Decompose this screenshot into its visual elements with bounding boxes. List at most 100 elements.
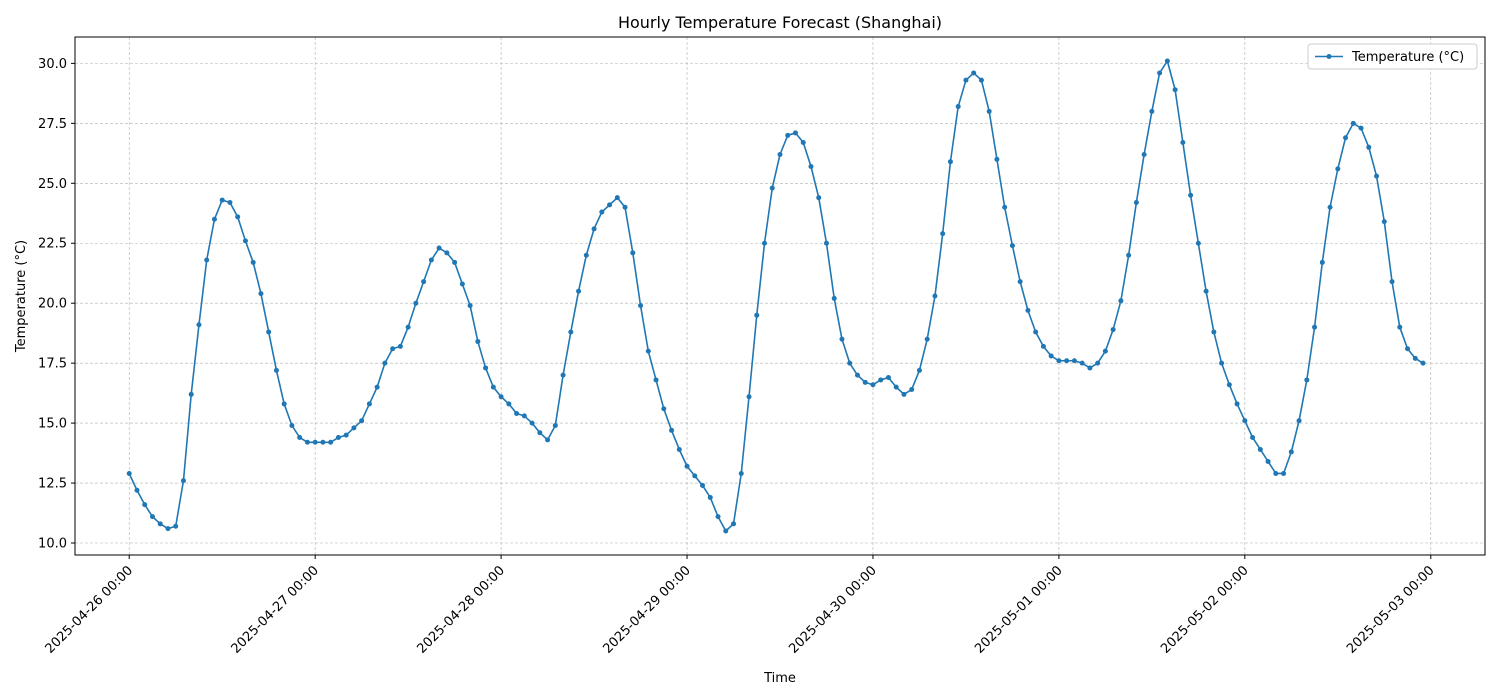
- y-tick-label: 27.5: [38, 117, 67, 132]
- data-point: [947, 159, 953, 165]
- data-point: [839, 336, 845, 342]
- data-point: [1056, 358, 1062, 364]
- data-point: [1250, 434, 1256, 440]
- data-point: [390, 346, 396, 352]
- data-point: [986, 108, 992, 114]
- data-point: [1281, 470, 1287, 476]
- data-point: [452, 259, 458, 265]
- data-point: [1405, 346, 1411, 352]
- data-point: [211, 216, 217, 222]
- data-point: [1327, 204, 1333, 210]
- data-point: [1133, 199, 1139, 205]
- data-point: [932, 293, 938, 299]
- data-point: [676, 446, 682, 452]
- data-point: [405, 324, 411, 330]
- data-point: [692, 473, 698, 479]
- data-point: [1397, 324, 1403, 330]
- data-point: [1312, 324, 1318, 330]
- data-point: [149, 514, 155, 520]
- data-point: [971, 70, 977, 76]
- data-point: [1234, 401, 1240, 407]
- data-point: [731, 521, 737, 527]
- data-point: [785, 132, 791, 138]
- data-point: [343, 432, 349, 438]
- data-point: [297, 434, 303, 440]
- series-layer: [126, 58, 1426, 534]
- data-point: [1319, 259, 1325, 265]
- data-point: [1002, 204, 1008, 210]
- data-point: [537, 430, 543, 436]
- data-point: [769, 185, 775, 191]
- data-point: [173, 523, 179, 529]
- data-point: [1141, 152, 1147, 158]
- data-point: [916, 367, 922, 373]
- data-point: [653, 377, 659, 383]
- data-point: [242, 238, 248, 244]
- data-point: [273, 367, 279, 373]
- data-point: [1048, 353, 1054, 359]
- data-point: [1040, 343, 1046, 349]
- data-point: [126, 470, 132, 476]
- data-point: [924, 336, 930, 342]
- y-tick-label: 15.0: [38, 417, 67, 432]
- data-point: [1180, 140, 1186, 146]
- data-point: [514, 411, 520, 417]
- data-point: [157, 521, 163, 527]
- data-point: [1350, 120, 1356, 126]
- data-point: [607, 202, 613, 208]
- legend-box: [1307, 43, 1478, 70]
- data-point: [142, 502, 148, 508]
- data-point: [854, 372, 860, 378]
- data-point: [885, 375, 891, 381]
- data-point: [963, 77, 969, 83]
- plot-frame: [74, 36, 1486, 556]
- data-point: [289, 423, 295, 428]
- data-point: [847, 360, 853, 366]
- x-axis-label: Time: [763, 671, 796, 686]
- data-point: [258, 291, 264, 297]
- data-point: [328, 439, 334, 445]
- grid: [75, 37, 1485, 555]
- data-point: [576, 288, 582, 294]
- data-point: [862, 379, 868, 385]
- data-point: [823, 240, 829, 246]
- y-tick-label: 22.5: [38, 237, 67, 252]
- data-point: [1257, 446, 1263, 452]
- data-point: [1087, 365, 1093, 371]
- data-point: [909, 387, 915, 393]
- data-point: [1242, 418, 1248, 424]
- data-point: [1195, 240, 1201, 246]
- data-point: [1071, 358, 1077, 364]
- data-point: [762, 240, 768, 246]
- data-point: [335, 434, 341, 440]
- data-point: [1211, 329, 1217, 335]
- data-point: [940, 231, 946, 237]
- data-point: [715, 514, 721, 520]
- data-point: [545, 437, 551, 443]
- data-point: [638, 303, 644, 309]
- data-point: [901, 391, 907, 397]
- data-point: [1017, 279, 1023, 285]
- data-point: [165, 526, 171, 532]
- data-point: [1172, 87, 1178, 93]
- data-point: [304, 439, 310, 445]
- data-point: [1366, 144, 1372, 150]
- data-point: [529, 420, 535, 426]
- y-axis: 10.0 12.5 15.0 17.5 20.0 22.5 25.0 27.5 30.0: [38, 57, 75, 552]
- data-point: [893, 384, 899, 390]
- y-tick-label: 30.0: [38, 57, 67, 72]
- data-point: [1025, 307, 1031, 313]
- data-point: [227, 199, 233, 205]
- legend: Temperature (°C): [1307, 43, 1478, 70]
- data-point: [1374, 173, 1380, 179]
- data-point: [816, 195, 822, 201]
- data-point: [622, 204, 628, 210]
- data-point: [521, 413, 527, 419]
- data-point: [878, 377, 884, 383]
- data-point: [1203, 288, 1209, 294]
- data-point: [421, 279, 427, 285]
- data-point: [955, 104, 961, 110]
- data-point: [1164, 58, 1170, 64]
- data-point: [754, 312, 760, 318]
